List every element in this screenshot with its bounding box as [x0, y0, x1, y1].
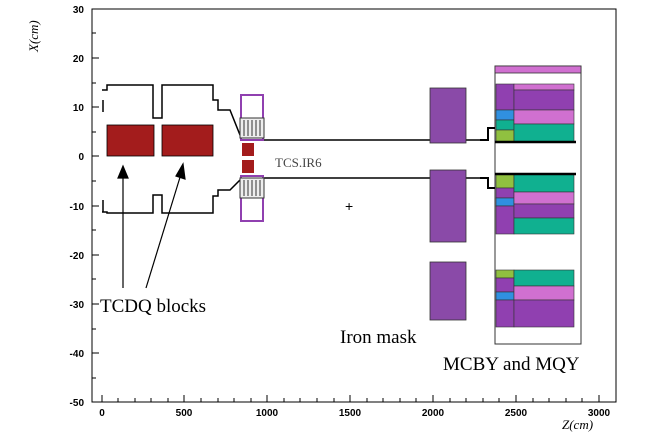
beam-pipe-connector: [480, 127, 495, 141]
iron-mask: [429, 87, 467, 144]
y-tick-label: 10: [73, 103, 85, 114]
iron-mask-label: Iron mask: [340, 327, 417, 348]
tcdq-enclosure-outline-lower: [102, 177, 480, 214]
x-tick-label: 0: [99, 408, 105, 419]
mcby-upper: [495, 83, 575, 143]
tcdq-enclosure-outline: [102, 84, 480, 141]
mqy-top-strip: [494, 65, 582, 74]
y-tick-label: 30: [73, 5, 85, 16]
x-tick-label: 1500: [339, 408, 362, 419]
x-tick-label: 1000: [256, 408, 279, 419]
tcdq-label: TCDQ blocks: [100, 296, 206, 317]
tcdq-block: [161, 124, 214, 157]
y-tick-label: -10: [70, 202, 85, 213]
x-tick-label: 2500: [505, 408, 528, 419]
plus-marker: +: [345, 198, 353, 214]
x-axis-label: Z(cm): [562, 417, 593, 432]
tcs-collimator: [239, 94, 265, 222]
y-tick-label: -40: [70, 349, 85, 360]
beam-pipe-connector: [480, 177, 495, 189]
x-tick-label: 500: [176, 408, 193, 419]
tcdq-block: [106, 124, 155, 157]
x-tick-label: 2000: [422, 408, 445, 419]
iron-mask: [429, 169, 467, 243]
mcby-lower: [495, 269, 575, 328]
x-tick-label: 3000: [588, 408, 611, 419]
tcs-label: TCS.IR6: [275, 155, 322, 170]
x-tick-labels: 0 500 1000 1500 2000 2500 3000: [99, 408, 610, 419]
y-tick-labels: 30 20 10 0 -10 -20 -30 -40 -50: [70, 5, 85, 409]
tcdq-arrows: [117, 162, 186, 289]
y-tick-label: -30: [70, 300, 85, 311]
y-axis-label: X(cm): [26, 20, 41, 53]
mcby-middle: [495, 173, 575, 235]
y-tick-label: -50: [70, 398, 85, 409]
iron-mask: [429, 261, 467, 321]
y-tick-label: 0: [78, 152, 84, 163]
y-axis: [92, 8, 99, 403]
mcby-label: MCBY and MQY: [443, 354, 580, 375]
y-tick-label: -20: [70, 251, 85, 262]
x-axis: [101, 395, 600, 402]
y-tick-label: 20: [73, 54, 85, 65]
